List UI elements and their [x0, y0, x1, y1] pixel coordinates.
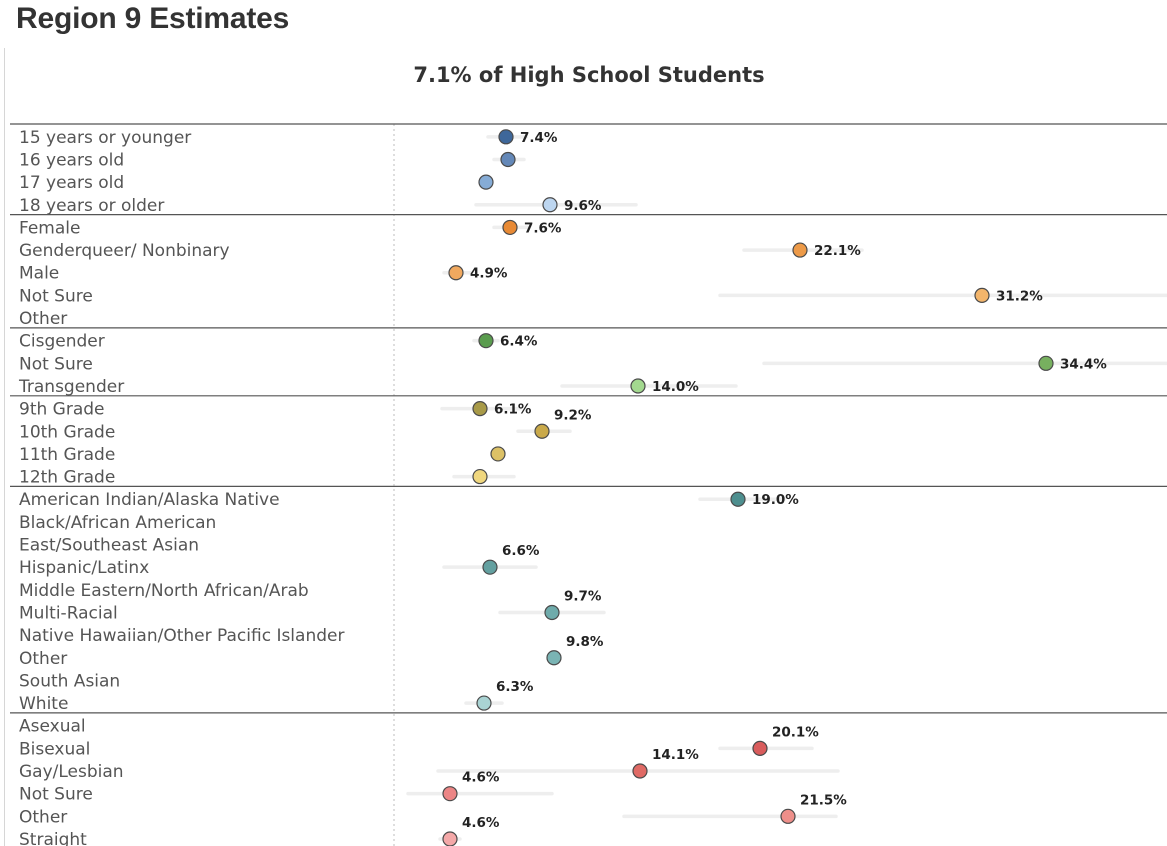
- category-label: 9th Grade: [19, 400, 105, 420]
- estimate-dot[interactable]: [478, 333, 494, 349]
- category-label: 10th Grade: [19, 422, 115, 442]
- estimate-dot[interactable]: [476, 695, 492, 711]
- category-label: Asexual: [19, 717, 86, 737]
- estimate-dot[interactable]: [780, 808, 796, 824]
- category-label: Multi-Racial: [19, 603, 118, 623]
- estimate-dot[interactable]: [478, 174, 494, 190]
- value-label: 7.4%: [520, 130, 558, 146]
- value-label: 7.6%: [524, 220, 562, 236]
- category-label: Genderqueer/ Nonbinary: [19, 241, 230, 261]
- estimate-dot[interactable]: [630, 378, 646, 394]
- page-title: Region 9 Estimates: [16, 2, 290, 35]
- category-label: Straight: [19, 830, 87, 846]
- value-label: 9.6%: [564, 198, 602, 214]
- value-label: 4.6%: [462, 770, 500, 786]
- estimate-dot[interactable]: [542, 197, 558, 213]
- category-label: Gay/Lesbian: [19, 762, 124, 782]
- estimate-dot[interactable]: [442, 831, 458, 846]
- estimate-dot[interactable]: [490, 446, 506, 462]
- estimate-dot[interactable]: [442, 786, 458, 802]
- chart-subtitle: 7.1% of High School Students: [413, 63, 764, 87]
- value-label: 4.6%: [462, 815, 500, 831]
- category-label: 18 years or older: [19, 196, 164, 216]
- category-label: 11th Grade: [19, 445, 115, 465]
- estimate-dot[interactable]: [472, 401, 488, 417]
- value-label: 6.4%: [500, 334, 538, 350]
- category-label: Not Sure: [19, 286, 93, 306]
- value-label: 9.7%: [564, 588, 602, 604]
- value-label: 21.5%: [800, 792, 847, 808]
- estimate-dot[interactable]: [632, 763, 648, 779]
- category-label: Middle Eastern/North African/Arab: [19, 581, 309, 601]
- estimate-dot[interactable]: [472, 468, 488, 485]
- value-label: 19.0%: [752, 492, 799, 508]
- chart-left-border: [4, 48, 5, 846]
- category-label: Not Sure: [19, 354, 93, 374]
- category-label: South Asian: [19, 671, 120, 691]
- value-label: 14.1%: [652, 747, 699, 763]
- estimate-dot[interactable]: [482, 559, 498, 575]
- category-label: Other: [19, 649, 67, 669]
- category-label: American Indian/Alaska Native: [19, 490, 280, 510]
- estimate-dot[interactable]: [752, 740, 768, 756]
- estimate-dot[interactable]: [500, 151, 516, 168]
- value-label: 4.9%: [470, 266, 508, 282]
- category-label: Native Hawaiian/Other Pacific Islander: [19, 626, 344, 646]
- estimate-dot[interactable]: [534, 423, 550, 439]
- estimate-dot[interactable]: [502, 219, 518, 236]
- value-label: 6.3%: [496, 679, 534, 695]
- value-label: 6.6%: [502, 543, 540, 559]
- category-label: Other: [19, 309, 67, 329]
- estimate-dot[interactable]: [546, 650, 562, 666]
- value-label: 20.1%: [772, 724, 819, 740]
- value-label: 9.2%: [554, 407, 592, 423]
- category-label: 17 years old: [19, 173, 124, 193]
- plot-layer: 15 years or younger 7.4% 16 years old 17 ye…: [10, 123, 1167, 846]
- value-label: 34.4%: [1060, 356, 1107, 372]
- estimate-dot[interactable]: [1038, 355, 1054, 371]
- estimate-dot[interactable]: [974, 287, 990, 303]
- category-label: Cisgender: [19, 332, 105, 352]
- category-label: Other: [19, 807, 67, 827]
- category-label: 15 years or younger: [19, 128, 191, 148]
- value-label: 6.1%: [494, 402, 532, 418]
- category-label: Not Sure: [19, 785, 93, 805]
- category-label: 16 years old: [19, 150, 124, 170]
- category-label: Hispanic/Latinx: [19, 558, 149, 578]
- category-label: Male: [19, 264, 59, 284]
- value-label: 22.1%: [814, 243, 861, 259]
- category-label: Female: [19, 218, 80, 238]
- estimate-dot[interactable]: [544, 604, 560, 621]
- category-label: 12th Grade: [19, 468, 115, 488]
- category-label: Transgender: [18, 377, 124, 397]
- estimate-dot[interactable]: [498, 129, 514, 145]
- estimate-dot[interactable]: [730, 491, 746, 507]
- category-label: White: [19, 694, 68, 714]
- estimate-dot[interactable]: [792, 242, 808, 258]
- category-label: Bisexual: [19, 739, 90, 759]
- value-label: 14.0%: [652, 379, 699, 395]
- value-label: 31.2%: [996, 288, 1043, 304]
- category-label: Black/African American: [19, 513, 216, 533]
- value-label: 9.8%: [566, 634, 604, 650]
- estimate-dot[interactable]: [448, 265, 464, 281]
- category-label: East/Southeast Asian: [19, 536, 199, 556]
